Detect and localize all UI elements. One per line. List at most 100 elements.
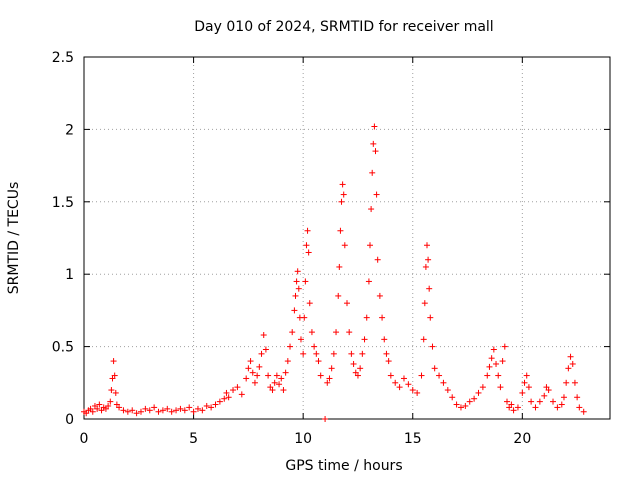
data-point xyxy=(137,408,144,415)
data-point xyxy=(302,278,309,285)
data-point xyxy=(354,372,361,379)
data-point xyxy=(159,407,166,414)
y-axis-label: SRMTID / TECUs xyxy=(6,182,22,295)
data-point xyxy=(317,372,324,379)
data-point xyxy=(490,346,497,353)
data-point xyxy=(225,394,232,401)
data-point xyxy=(105,402,112,409)
y-tick-label: 1.5 xyxy=(52,195,74,211)
data-point xyxy=(260,332,267,339)
data-point xyxy=(273,372,280,379)
data-point xyxy=(120,407,127,414)
data-point xyxy=(333,329,340,336)
data-point xyxy=(429,343,436,350)
data-point xyxy=(94,405,101,412)
y-tick-label: 0.5 xyxy=(52,340,74,356)
data-point xyxy=(350,360,357,367)
data-point xyxy=(493,360,500,367)
data-point xyxy=(475,389,482,396)
data-point xyxy=(230,387,237,394)
data-point xyxy=(111,372,118,379)
data-point xyxy=(558,401,565,408)
data-point xyxy=(155,408,162,415)
data-point xyxy=(563,379,570,386)
data-point xyxy=(107,398,114,405)
data-point xyxy=(287,343,294,350)
data-point xyxy=(357,365,364,372)
data-point xyxy=(284,358,291,365)
data-point xyxy=(348,350,355,357)
data-point xyxy=(379,314,386,321)
data-point xyxy=(449,394,456,401)
data-point xyxy=(418,372,425,379)
data-point xyxy=(436,372,443,379)
data-point xyxy=(303,242,310,249)
data-point xyxy=(294,268,301,275)
data-point xyxy=(301,314,308,321)
data-point xyxy=(313,350,320,357)
data-point xyxy=(190,408,197,415)
data-point xyxy=(177,405,184,412)
data-point xyxy=(427,314,434,321)
data-point xyxy=(335,292,342,299)
data-point xyxy=(423,242,430,249)
data-point xyxy=(89,408,96,415)
data-point xyxy=(444,387,451,394)
data-point xyxy=(168,408,175,415)
data-point xyxy=(372,148,379,155)
data-point xyxy=(532,404,539,411)
data-point xyxy=(278,375,285,382)
data-point xyxy=(234,384,241,391)
data-point xyxy=(571,379,578,386)
y-tick-labels: 0 0.5 1 1.5 2 2.5 xyxy=(52,50,74,428)
data-point xyxy=(247,358,254,365)
data-point xyxy=(503,398,510,405)
data-point xyxy=(426,285,433,292)
data-point xyxy=(337,227,344,234)
grid-lines xyxy=(84,57,610,419)
data-point xyxy=(363,314,370,321)
data-point xyxy=(129,407,136,414)
data-point xyxy=(414,389,421,396)
y-tick-label: 2 xyxy=(65,122,74,138)
data-point xyxy=(376,292,383,299)
data-point xyxy=(565,365,572,372)
data-point xyxy=(457,404,464,411)
data-point xyxy=(421,300,428,307)
data-point xyxy=(291,307,298,314)
data-point xyxy=(508,401,515,408)
data-point xyxy=(249,369,256,376)
data-point xyxy=(194,405,201,412)
data-point xyxy=(420,336,427,343)
y-tick-label: 0 xyxy=(65,412,74,428)
data-point xyxy=(580,408,587,415)
data-point xyxy=(514,404,521,411)
data-point xyxy=(576,404,583,411)
data-point xyxy=(479,384,486,391)
data-point xyxy=(251,379,258,386)
data-point xyxy=(256,363,263,370)
data-point xyxy=(422,263,429,270)
data-point xyxy=(308,329,315,336)
data-point xyxy=(523,372,530,379)
data-point xyxy=(221,395,228,402)
data-point xyxy=(510,407,517,414)
data-point xyxy=(306,300,313,307)
data-point xyxy=(545,387,552,394)
data-point xyxy=(554,404,561,411)
x-tick-label: 15 xyxy=(404,431,422,447)
x-tick-label: 10 xyxy=(294,431,312,447)
data-point xyxy=(359,350,366,357)
data-point xyxy=(282,369,289,376)
data-point xyxy=(560,394,567,401)
data-point xyxy=(392,379,399,386)
data-point xyxy=(341,242,348,249)
data-point xyxy=(324,379,331,386)
data-point xyxy=(110,358,117,365)
data-point xyxy=(339,181,346,188)
data-point xyxy=(276,381,283,388)
data-point xyxy=(297,336,304,343)
data-point xyxy=(536,398,543,405)
data-point xyxy=(243,375,250,382)
